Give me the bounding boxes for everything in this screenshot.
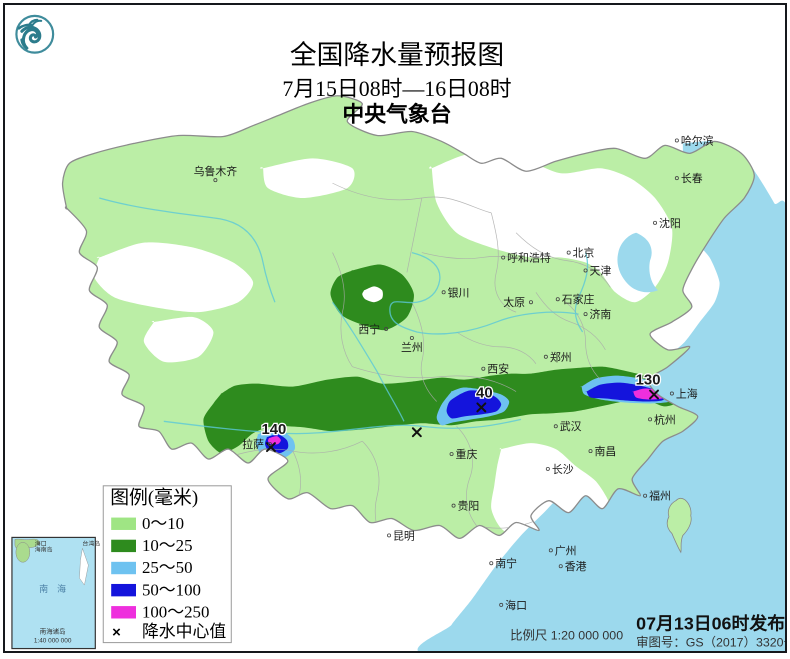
svg-text:广州: 广州 [555, 544, 577, 557]
svg-text:乌鲁木齐: 乌鲁木齐 [194, 164, 238, 178]
svg-text:贵阳: 贵阳 [458, 500, 480, 513]
svg-text:25～50: 25～50 [142, 558, 193, 577]
svg-text:南宁: 南宁 [495, 556, 517, 570]
svg-text:哈尔滨: 哈尔滨 [681, 133, 714, 147]
svg-text:南海诸岛: 南海诸岛 [40, 627, 66, 636]
svg-text:上海: 上海 [676, 386, 698, 400]
svg-text:昆明: 昆明 [393, 529, 415, 542]
svg-text:拉萨: 拉萨 [242, 437, 264, 451]
svg-text:济南: 济南 [590, 307, 612, 321]
svg-text:石家庄: 石家庄 [562, 292, 595, 306]
svg-text:×: × [112, 625, 121, 641]
svg-text:140: 140 [262, 422, 287, 438]
svg-text:呼和浩特: 呼和浩特 [507, 251, 551, 265]
svg-text:10～25: 10～25 [142, 536, 193, 555]
svg-text:天津: 天津 [590, 264, 612, 277]
svg-text:40: 40 [476, 385, 493, 401]
svg-text:130: 130 [636, 373, 661, 389]
svg-text:沈阳: 沈阳 [659, 216, 681, 230]
svg-text:香港: 香港 [565, 560, 587, 573]
svg-text:福州: 福州 [649, 489, 671, 503]
svg-text:长沙: 长沙 [552, 463, 574, 476]
svg-text:北京: 北京 [573, 246, 595, 260]
svg-text:审图号：GS（2017）3320号: 审图号：GS（2017）3320号 [636, 635, 787, 650]
svg-text:50～100: 50～100 [142, 580, 201, 599]
svg-text:台湾岛: 台湾岛 [82, 539, 100, 547]
svg-text:杭州: 杭州 [654, 412, 676, 426]
svg-text:西安: 西安 [487, 362, 509, 376]
svg-text:兰州: 兰州 [401, 341, 423, 354]
svg-text:7月15日08时—16日08时: 7月15日08时—16日08时 [282, 77, 511, 101]
svg-text:西宁: 西宁 [358, 322, 380, 336]
svg-text:武汉: 武汉 [560, 420, 582, 433]
svg-text:海口: 海口 [35, 539, 47, 547]
svg-text:100～250: 100～250 [142, 602, 209, 621]
svg-text:太原: 太原 [503, 296, 525, 309]
svg-text:图例(毫米): 图例(毫米) [110, 487, 198, 509]
svg-text:1:40 000 000: 1:40 000 000 [34, 638, 72, 645]
svg-text:0～10: 0～10 [142, 514, 184, 533]
svg-text:海南岛: 海南岛 [35, 545, 53, 553]
svg-text:中央气象台: 中央气象台 [342, 102, 451, 127]
svg-text:南 海: 南 海 [39, 583, 66, 594]
svg-text:银川: 银川 [448, 285, 470, 299]
svg-text:长春: 长春 [681, 172, 703, 185]
svg-text:全国降水量预报图: 全国降水量预报图 [290, 40, 504, 70]
svg-text:降水中心值: 降水中心值 [142, 622, 226, 641]
svg-text:比例尺 1:20 000 000: 比例尺 1:20 000 000 [510, 629, 623, 643]
svg-text:南昌: 南昌 [594, 445, 616, 458]
svg-text:07月13日06时发布: 07月13日06时发布 [636, 613, 785, 634]
svg-text:海口: 海口 [505, 598, 527, 612]
svg-text:重庆: 重庆 [456, 447, 478, 461]
svg-text:郑州: 郑州 [550, 350, 572, 364]
